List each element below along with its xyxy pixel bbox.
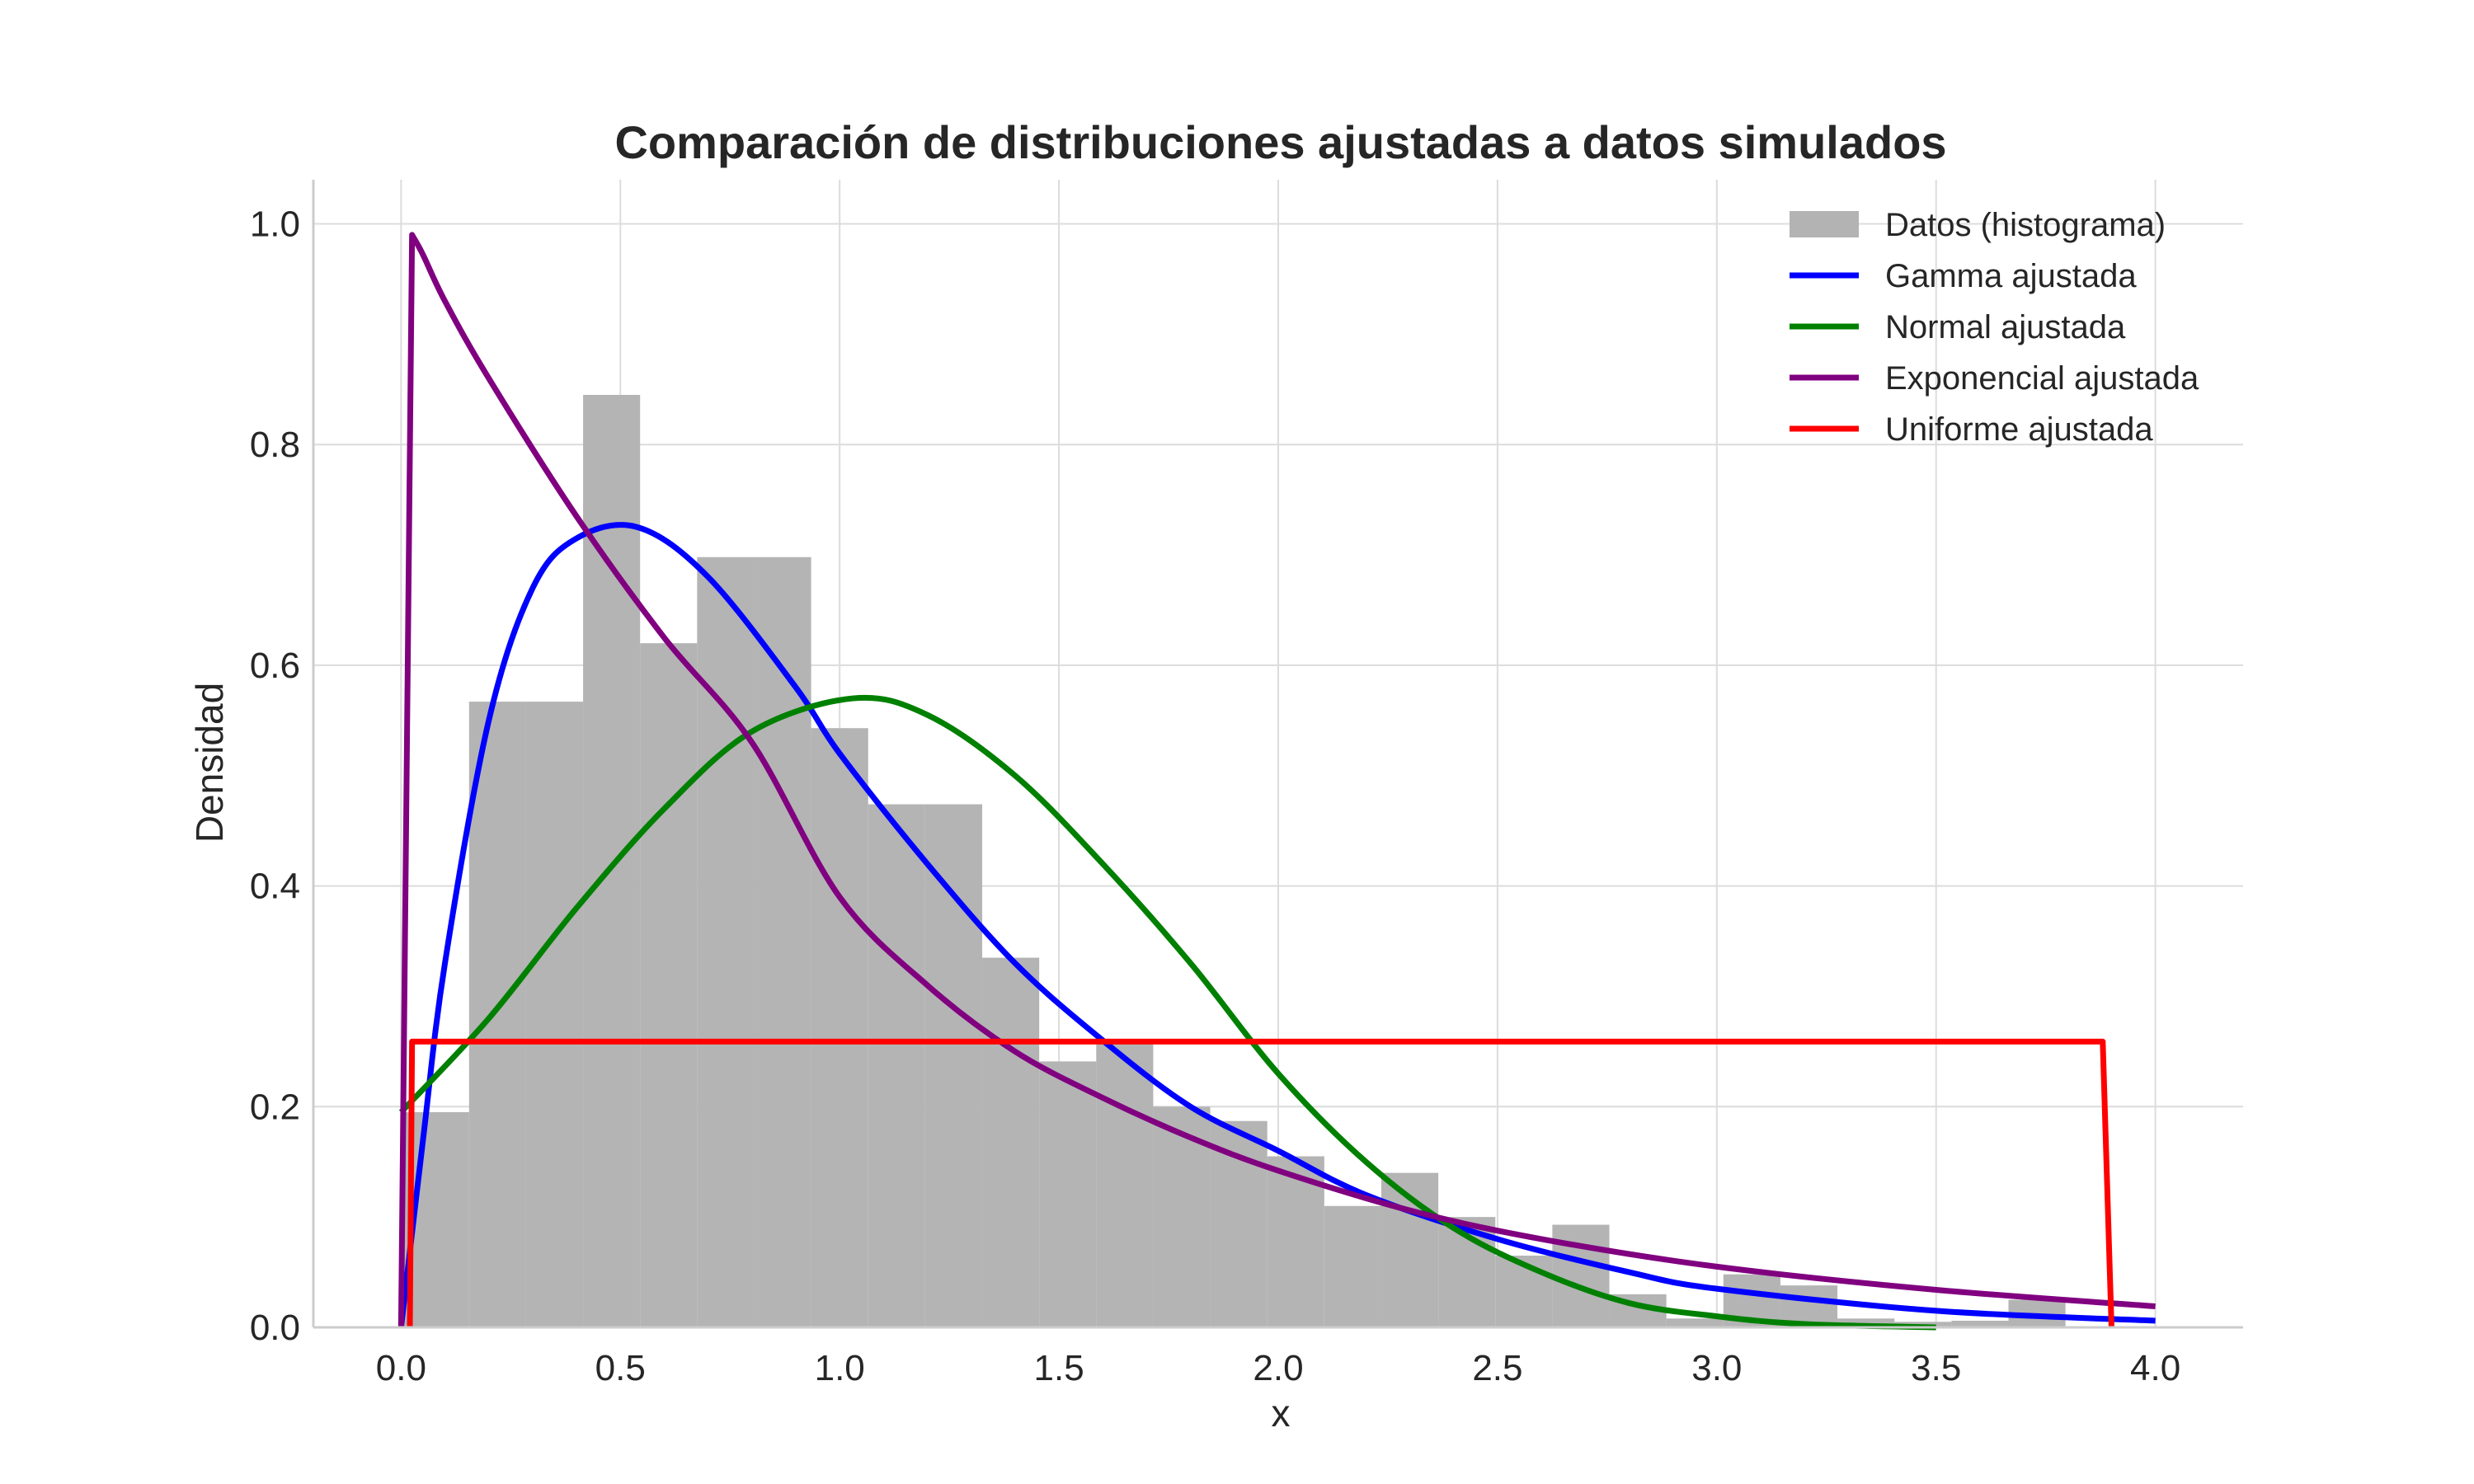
x-tick-label: 1.0 [815, 1348, 865, 1388]
y-axis-label: Densidad [188, 683, 231, 843]
histogram-bar [468, 702, 526, 1327]
legend-swatch-histogram [1790, 211, 1859, 237]
histogram-bar [1324, 1205, 1381, 1327]
histogram-bar [1837, 1318, 1895, 1327]
histogram-bar [982, 957, 1040, 1327]
histogram-bar [1951, 1320, 2009, 1327]
x-tick-label: 2.0 [1253, 1348, 1303, 1388]
legend-label-1: Gamma ajustada [1885, 258, 2137, 294]
y-tick-label: 0.0 [250, 1308, 300, 1348]
histogram-bar [811, 728, 868, 1327]
series-line-3 [397, 232, 2156, 1328]
x-tick-label: 3.0 [1691, 1348, 1742, 1388]
legend: Datos (histograma) Gamma ajustada Normal a… [1790, 207, 2199, 448]
series-lines [397, 232, 2156, 1331]
legend-label-4: Uniforme ajustada [1885, 411, 2153, 448]
histogram-bar [697, 556, 755, 1327]
y-tick-label: 1.0 [250, 204, 300, 245]
legend-label-histogram: Datos (histograma) [1885, 207, 2166, 243]
histogram-bar [1666, 1318, 1724, 1327]
y-tick-label: 0.6 [250, 646, 300, 686]
histogram-bar [924, 804, 983, 1327]
histogram-bar [525, 702, 584, 1327]
y-tick-label: 0.8 [250, 425, 300, 465]
x-tick-label: 1.5 [1034, 1348, 1084, 1388]
series-line-2 [398, 694, 1936, 1331]
histogram-bar [1096, 1040, 1154, 1327]
series-line-1 [397, 522, 2156, 1328]
legend-label-3: Exponencial ajustada [1885, 360, 2199, 397]
x-axis-label: x [1272, 1392, 1291, 1435]
histogram-bar [868, 804, 925, 1327]
chart-title: Comparación de distribuciones ajustadas … [614, 116, 1946, 168]
x-tick-label: 0.0 [376, 1348, 426, 1388]
legend-label-2: Normal ajustada [1885, 309, 2126, 345]
y-tick-label: 0.2 [250, 1087, 300, 1127]
tick-labels: 0.0 0.5 1.0 1.5 2.0 2.5 3.0 3.5 4.0 0.0 0.2 0.4 0.6 0… [250, 204, 2180, 1388]
x-tick-label: 3.5 [1911, 1348, 1961, 1388]
x-tick-label: 4.0 [2130, 1348, 2180, 1388]
series-line-4 [407, 1038, 2114, 1328]
histogram [401, 395, 2066, 1327]
histogram-bar [754, 556, 811, 1327]
axes [312, 180, 2243, 1329]
histogram-bar [583, 395, 641, 1327]
y-tick-label: 0.4 [250, 866, 300, 907]
x-tick-label: 2.5 [1472, 1348, 1522, 1388]
histogram-bar [640, 643, 698, 1327]
histogram-bar [1039, 1061, 1097, 1327]
x-tick-label: 0.5 [595, 1348, 646, 1388]
